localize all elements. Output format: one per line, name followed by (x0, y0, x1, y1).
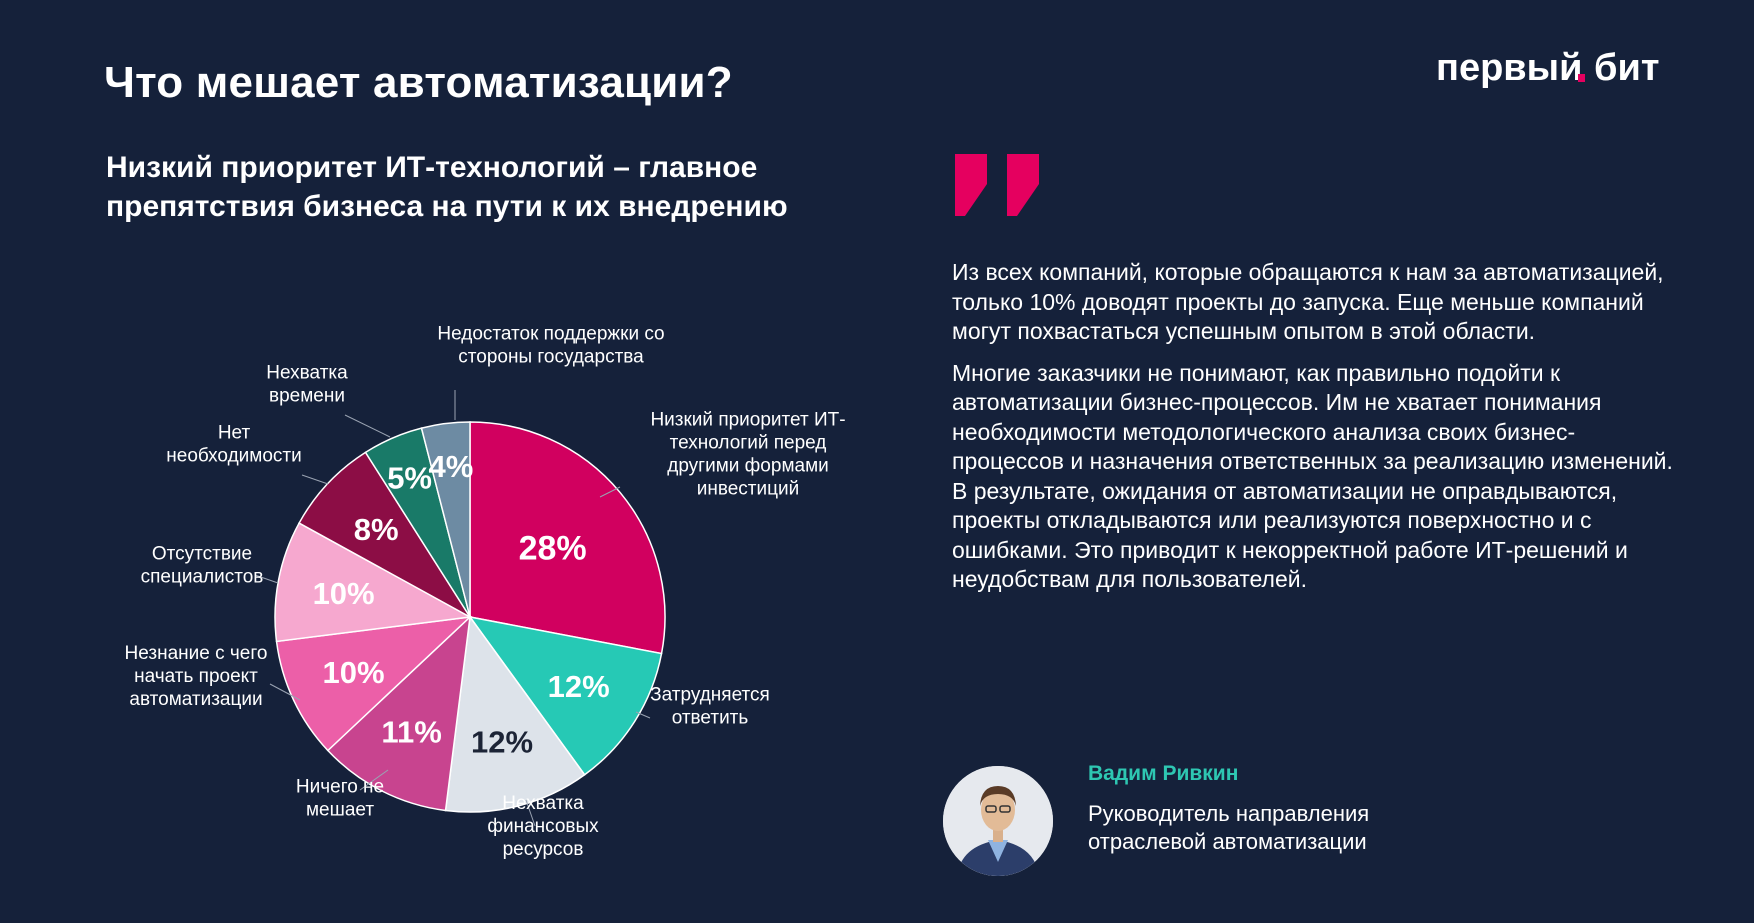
category-label-line: Нехватка (502, 793, 584, 814)
category-label-line: автоматизации (129, 689, 262, 710)
leader-line-4 (359, 769, 389, 791)
pie-value-label-4: 11% (381, 715, 441, 750)
pie-slice-4 (326, 615, 472, 812)
author-name: Вадим Ривкин (1088, 762, 1239, 785)
author-avatar (943, 766, 1053, 876)
quote-paragraph-1: Из всех компаний, которые обращаются к н… (952, 259, 1664, 344)
leader-line-7 (301, 474, 329, 485)
category-label-line: Нет (218, 423, 251, 444)
category-label-line: Низкий приоритет ИТ- (650, 410, 845, 431)
category-label-line: Недостаток поддержки со (437, 324, 664, 345)
chart-subtitle: Низкий приоритет ИТ-технологий – главное… (106, 151, 788, 223)
quote-text: Из всех компаний, которые обращаются к н… (952, 258, 1682, 607)
category-label-line: Отсутствие (152, 544, 252, 565)
category-label-9: Недостаток поддержки со стороны государст… (437, 324, 664, 368)
pie-chart: 28% 12% 12% 11% 10% 10% 8% 5%4% Низкий приоритет… (125, 324, 846, 861)
pie-slice-9 (420, 421, 471, 618)
leader-line-2 (635, 711, 651, 719)
category-label-7: Нет необходимости (166, 423, 301, 467)
quote-mark-icon (955, 154, 1039, 216)
leader-line-5 (269, 683, 301, 701)
category-label-line: начать проект (134, 666, 258, 687)
svg-text:первый: первый (1436, 47, 1582, 89)
leader-line-8 (344, 414, 391, 438)
logo: первый бит (1436, 47, 1659, 89)
category-label-line: Нехватка (266, 363, 348, 384)
category-label-line: инвестиций (697, 479, 799, 500)
quote-mark-left (955, 154, 987, 216)
pie-value-label-8: 5% (387, 460, 432, 495)
category-label-line: мешает (306, 800, 374, 821)
category-label-line: другими формами (667, 456, 829, 477)
pie-value-label-2: 12% (548, 669, 610, 704)
svg-text:бит: бит (1594, 47, 1659, 89)
pie-value-label-7: 8% (354, 512, 399, 547)
category-label-line: технологий перед (670, 433, 827, 454)
category-label-line: необходимости (166, 446, 301, 467)
pie-value-label-9: 4% (428, 449, 473, 484)
category-label-line: Ничего не (296, 777, 384, 798)
category-label-line: Незнание с чего (125, 643, 268, 664)
category-label-4: Ничего не мешает (296, 777, 384, 821)
logo-dot (1578, 74, 1585, 82)
category-label-6: Отсутствие специалистов (141, 544, 264, 588)
quote-mark-right (1007, 154, 1039, 216)
pie-slice-6 (274, 522, 473, 643)
category-label-5: Незнание с чего начать проект автоматизаци… (125, 643, 268, 710)
category-label-3: Нехватка финансовых ресурсов (487, 793, 599, 860)
pie-slice-5 (275, 615, 473, 752)
leader-line-1 (599, 486, 621, 498)
category-label-8: Нехватка времени (266, 363, 348, 407)
pie-value-label-1: 28% (519, 530, 587, 568)
category-label-line: ресурсов (503, 839, 584, 860)
author-role: Руководитель направления отраслевой авто… (1088, 801, 1370, 854)
pie-value-label-5: 10% (322, 655, 384, 690)
category-label-line: времени (269, 386, 345, 407)
page-title: Что мешает автоматизации? (104, 58, 733, 107)
pie-slice-3 (444, 615, 586, 813)
category-label-line: стороны государства (458, 347, 644, 368)
pie-value-label-6: 10% (313, 576, 375, 611)
pie-slice-1 (469, 421, 666, 655)
pie-slice-2 (468, 615, 663, 776)
leader-line-6 (254, 574, 279, 584)
category-label-line: Затрудняется (650, 685, 770, 706)
category-label-line: ответить (672, 708, 749, 729)
quote-paragraph-2: Многие заказчики не понимают, как правил… (952, 359, 1673, 593)
pie-value-label-3: 12% (471, 725, 533, 760)
category-label-1: Низкий приоритет ИТ-технологий перед друг… (650, 410, 845, 500)
leader-line-3 (525, 799, 536, 827)
category-label-2: Затрудняется ответить (650, 685, 770, 729)
category-label-line: финансовых (487, 816, 599, 837)
category-label-line: специалистов (141, 567, 264, 588)
